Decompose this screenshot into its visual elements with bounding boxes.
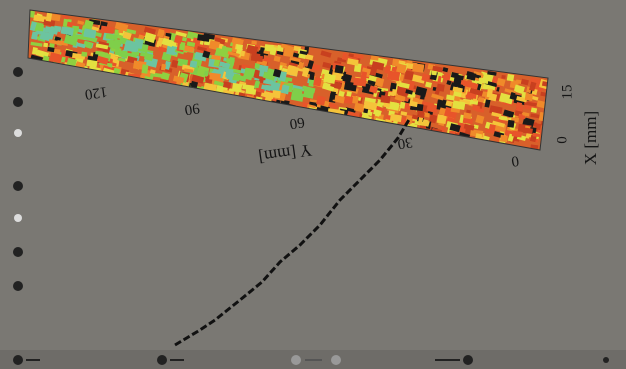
- texture-patch: [113, 56, 118, 61]
- texture-patch: [312, 64, 321, 71]
- texture-patch: [501, 75, 505, 79]
- texture-patch: [225, 69, 233, 79]
- x-tick-label: 0: [554, 136, 570, 144]
- y-tick-label: 120: [84, 83, 109, 102]
- texture-patch: [412, 63, 424, 73]
- texture-patch: [264, 44, 274, 52]
- texture-patch: [232, 83, 243, 93]
- figure-photo: X [mm] 0 15 Y [mm] 0 30 60 90 120: [0, 0, 626, 369]
- texture-patch: [380, 95, 390, 103]
- texture-patch: [344, 96, 353, 104]
- texture-patch: [166, 46, 176, 56]
- x-axis-label: X [mm]: [581, 111, 600, 165]
- texture-patch: [272, 90, 281, 98]
- texture-patch: [404, 70, 414, 80]
- texture-patch: [316, 96, 326, 106]
- y-tick-label: 60: [289, 114, 306, 132]
- texture-patch: [236, 44, 243, 50]
- texture-patch: [130, 44, 137, 52]
- x-tick-label: 15: [559, 85, 575, 100]
- texture-patch: [141, 64, 148, 73]
- texture-patch: [400, 102, 406, 109]
- texture-patch: [43, 43, 48, 48]
- texture-patch: [281, 85, 289, 93]
- texture-patch: [190, 60, 198, 67]
- y-tick-label: 90: [184, 100, 201, 118]
- page: {"axes": {"x_label": "X [mm]", "x_ticks"…: [0, 0, 626, 369]
- texture-patch: [487, 88, 493, 97]
- texture-patch: [507, 120, 514, 128]
- texture-patch: [240, 51, 245, 57]
- y-tick-label: 30: [397, 134, 414, 152]
- texture-patch: [335, 65, 344, 74]
- texture-patch: [431, 71, 436, 76]
- texture-patch: [507, 74, 515, 82]
- texture-patch: [363, 108, 368, 113]
- texture-patch: [313, 77, 322, 86]
- texture-patch: [525, 93, 533, 101]
- texture-patch: [500, 135, 508, 142]
- texture-patch: [309, 74, 314, 80]
- texture-patch: [81, 52, 87, 57]
- texture-patch: [516, 80, 522, 85]
